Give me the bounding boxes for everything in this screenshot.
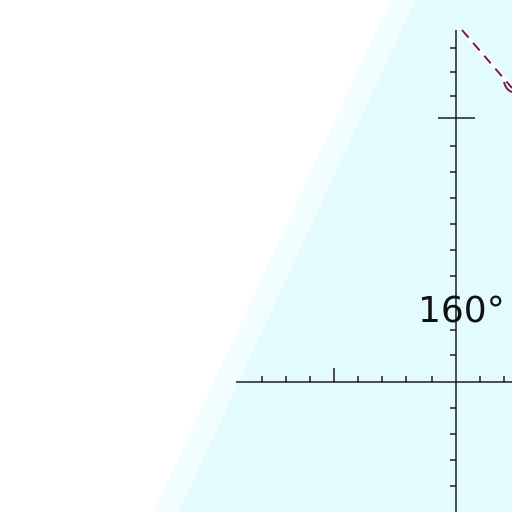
parallel-line	[236, 368, 512, 383]
ocean-area	[178, 0, 512, 512]
meridian-160	[438, 30, 475, 512]
meridian-label: 160°	[418, 290, 505, 331]
dashed-track	[460, 28, 512, 93]
